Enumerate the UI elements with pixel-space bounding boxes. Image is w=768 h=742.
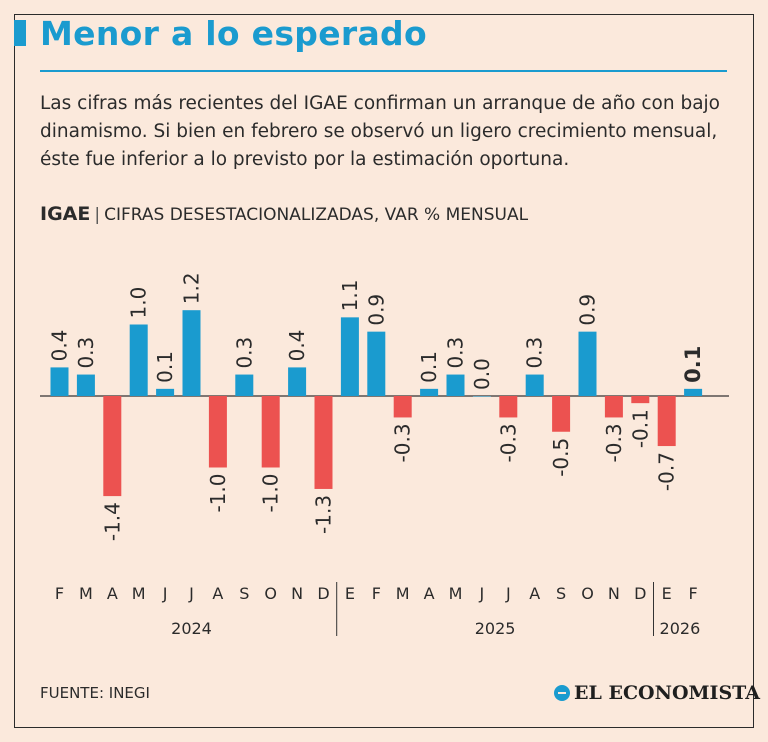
month-tick-label: A xyxy=(529,584,540,603)
month-tick-label: O xyxy=(581,584,594,603)
bar xyxy=(235,374,254,396)
bar xyxy=(552,396,571,432)
year-label: 2024 xyxy=(171,619,212,638)
infographic-frame xyxy=(14,14,754,728)
month-tick-label: A xyxy=(424,584,435,603)
month-tick-label: S xyxy=(239,584,249,603)
bar xyxy=(182,310,201,396)
month-tick-label: F xyxy=(55,584,64,603)
month-tick-label: M xyxy=(132,584,146,603)
bar xyxy=(525,374,544,396)
value-label: -0.5 xyxy=(549,438,573,477)
value-label: 0.9 xyxy=(576,294,600,326)
bar xyxy=(288,367,307,396)
month-tick-label: E xyxy=(345,584,355,603)
title-divider xyxy=(40,70,727,72)
month-tick-label: M xyxy=(396,584,410,603)
month-tick-label: N xyxy=(608,584,620,603)
month-tick-label: O xyxy=(264,584,277,603)
source-note: FUENTE: INEGI xyxy=(40,684,150,702)
month-tick-label: E xyxy=(662,584,672,603)
year-label: 2026 xyxy=(660,619,701,638)
value-label: 0.3 xyxy=(523,337,547,369)
title-accent-bar xyxy=(14,20,26,46)
value-label: -0.1 xyxy=(628,409,652,448)
value-label: 0.9 xyxy=(364,294,388,326)
month-tick-label: F xyxy=(688,584,697,603)
bar xyxy=(314,396,333,489)
value-label: -0.7 xyxy=(655,452,679,491)
bar xyxy=(367,331,386,396)
bar xyxy=(578,331,597,396)
bar xyxy=(446,374,465,396)
month-tick-label: J xyxy=(479,584,485,603)
value-label: 0.3 xyxy=(74,337,98,369)
bar xyxy=(340,317,359,396)
month-tick-label: F xyxy=(372,584,381,603)
month-tick-label: D xyxy=(634,584,646,603)
value-label: 1.0 xyxy=(127,287,151,319)
subtitle-separator: | xyxy=(94,205,101,225)
month-tick-label: A xyxy=(212,584,223,603)
value-label: 0.4 xyxy=(285,330,309,362)
value-label: -1.0 xyxy=(206,474,230,513)
bar xyxy=(156,388,175,396)
value-label: -1.4 xyxy=(100,502,124,541)
bar xyxy=(604,396,623,418)
value-label: -0.3 xyxy=(496,423,520,462)
month-tick-label: A xyxy=(107,584,118,603)
brand-name: EL ECONOMISTA xyxy=(574,682,761,704)
bar xyxy=(129,324,148,396)
month-tick-label: J xyxy=(188,584,194,603)
indicator-name: IGAE xyxy=(40,203,91,225)
bar xyxy=(393,396,412,418)
month-tick-label: J xyxy=(505,584,511,603)
year-label: 2025 xyxy=(475,619,516,638)
bar xyxy=(261,396,280,468)
value-label: 0.3 xyxy=(444,337,468,369)
month-tick-label: J xyxy=(162,584,168,603)
bar xyxy=(420,388,439,396)
brand-icon xyxy=(554,685,570,701)
value-label: 1.2 xyxy=(180,272,204,304)
brand-logo: EL ECONOMISTA xyxy=(554,682,760,704)
month-tick-label: M xyxy=(449,584,463,603)
value-label: -0.3 xyxy=(602,423,626,462)
month-tick-label: N xyxy=(291,584,303,603)
bar xyxy=(657,396,676,447)
value-label: -0.3 xyxy=(391,423,415,462)
chart-subtitle: IGAE | CIFRAS DESESTACIONALIZADAS, VAR % M… xyxy=(40,203,528,225)
bar xyxy=(631,396,650,404)
value-label: 0.0 xyxy=(470,358,494,390)
bar xyxy=(76,374,95,396)
month-tick-label: S xyxy=(556,584,566,603)
unit-label: CIFRAS DESESTACIONALIZADAS, VAR % MENSUA… xyxy=(104,205,529,225)
chart-description: Las cifras más recientes del IGAE confir… xyxy=(40,93,721,170)
chart-title: Menor a lo esperado xyxy=(40,14,427,53)
value-label: 0.4 xyxy=(48,330,72,362)
bar xyxy=(499,396,518,418)
value-label: -1.0 xyxy=(259,474,283,513)
bar xyxy=(50,367,69,396)
value-label: -1.3 xyxy=(312,495,336,534)
value-label: 1.1 xyxy=(338,280,362,312)
month-tick-label: M xyxy=(79,584,93,603)
bar xyxy=(684,388,703,396)
value-label: 0.3 xyxy=(232,337,256,369)
bar xyxy=(103,396,122,497)
bar xyxy=(208,396,227,468)
bar xyxy=(472,396,491,397)
value-label: 0.1 xyxy=(417,351,441,383)
value-label: 0.1 xyxy=(681,346,705,383)
value-label: 0.1 xyxy=(153,351,177,383)
month-tick-label: D xyxy=(317,584,329,603)
